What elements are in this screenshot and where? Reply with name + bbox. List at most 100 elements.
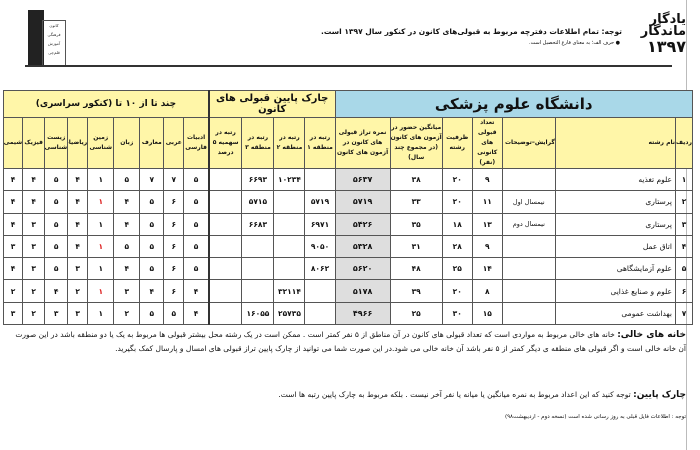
subject-score: ۴ [22,190,46,214]
row-number: ۶ [674,279,694,303]
subject-score: ۵ [139,212,165,236]
row-number: ۱ [674,167,694,192]
subject-score: ۴ [2,190,24,214]
rank-region-1 [304,279,336,303]
admissions-table: دانشگاه علوم پزشکی چارک پایین قبولی های … [2,90,694,326]
capacity: ۳۰ [441,301,473,326]
brand-line: یادگار [649,12,686,27]
column-header: رتبه در منطقه ۲ [273,117,306,169]
note-title: خانه های خالی: [617,330,686,340]
major-name: بهداشت عمومی [554,301,676,326]
subject-score: ۵ [44,257,69,281]
avg-attendance: ۳۸ [389,167,443,192]
kanoon-count: ۹ [471,167,503,192]
score-taraz: ۵۶۲۰ [334,257,391,281]
column-header: رتبه در منطقه ۱ [304,117,336,169]
rank-region-3: ۶۶۸۳ [241,212,275,236]
rank-quota-5 [207,212,243,236]
subject-score: ۵ [163,301,185,326]
column-header: زیست شناسی [44,117,69,169]
subject-score: ۲ [67,279,89,303]
notice-text: توجه: تمام اطلاعات دفترچه مربوط به قبولی… [321,27,622,36]
column-header: زبان [113,117,141,169]
subject-score: ۳ [22,257,46,281]
subject-score: ۷ [139,167,165,192]
column-header: گرایش–توضیحات [501,117,556,169]
subject-score: ۲ [113,301,141,326]
avg-attendance: ۳۳ [389,190,443,214]
subject-score: ۴ [2,212,24,236]
kanoon-count: ۱۵ [471,301,503,326]
score-taraz: ۵۷۱۹ [334,190,391,214]
subject-score: ۲ [2,279,24,303]
subject-score: ۴ [139,279,165,303]
subject-score: ۵ [113,167,141,192]
capacity: ۲۰ [441,167,473,192]
rank-region-2: ۱۰۲۳۴ [273,167,306,192]
rank-quota-5 [207,234,243,259]
university-band: دانشگاه علوم پزشکی [334,90,694,118]
rank-region-3: ۶۶۹۳ [241,167,275,192]
column-header: ظرفیت رشته [441,117,473,169]
column-header: نمره تراز قبولی های کانون در آزمون های ک… [334,117,391,169]
header-divider [25,65,672,67]
subject-score: ۵ [139,257,165,281]
column-header: زمین شناسی [87,117,115,169]
page-header: یادگار ماندگار ۱۳۹۷ توجه: تمام اطلاعات د… [0,0,700,70]
rank-region-2 [273,257,306,281]
column-header: شیمی [2,117,24,169]
subject-score: ۵ [44,234,69,259]
major-note [501,279,556,303]
subject-score: ۵ [183,234,210,259]
table-row: ۴ اتاق عمل ۹ ۲۸ ۳۱ ۵۳۲۸ ۹۰۵۰ ۵ ۶ ۵ ۵ ۱ ۴ ۵ ۳ ۳ [2,234,694,259]
score-taraz: ۵۴۲۶ [334,212,391,236]
avg-attendance: ۲۵ [389,301,443,326]
table-row: ۶ علوم و صنایع غذایی ۸ ۲۰ ۳۹ ۵۱۷۸ ۳۲۱۱۴ ۴ ۶ ۴ ۳ ۱ ۲ ۴… [2,279,694,303]
capacity: ۲۰ [441,190,473,214]
rank-region-2: ۲۵۷۳۵ [273,301,306,326]
empty-cells-note: خانه های خالی: خانه های خالی مربوط به مو… [6,328,686,356]
kanoon-logo: کانون فرهنگی آموزش قلم‌چی [24,6,68,66]
kanoon-count: ۱۴ [471,257,503,281]
column-header: عربی [163,117,185,169]
kanoon-count: ۱۱ [471,190,503,214]
subject-score: ۴ [113,257,141,281]
subject-score: ۵ [139,234,165,259]
subject-score: ۳ [2,301,24,326]
capacity: ۲۵ [441,257,473,281]
column-header: ریاضیات [67,117,89,169]
row-number: ۲ [674,190,694,214]
rank-region-1 [304,301,336,326]
subject-score: ۴ [67,234,89,259]
rank-region-3 [241,234,275,259]
brand-year: ۱۳۹۷ [646,37,686,56]
capacity: ۲۰ [441,279,473,303]
subject-score: ۵ [44,167,69,192]
major-name: اتاق عمل [554,234,676,259]
row-number: ۵ [674,257,694,281]
note-text: خانه های خالی مربوط به مواردی است که تعد… [15,330,686,353]
avg-attendance: ۴۸ [389,257,443,281]
rank-region-1: ۵۷۱۹ [304,190,336,214]
subject-score: ۱ [87,301,115,326]
subject-score: ۳ [44,301,69,326]
kanoon-count: ۸ [471,279,503,303]
major-note [501,167,556,192]
subject-score: ۵ [139,190,165,214]
kanoon-count: ۹ [471,234,503,259]
column-header: نام رشته [554,117,676,169]
rank-region-2: ۳۲۱۱۴ [273,279,306,303]
subject-score: ۵ [44,190,69,214]
logo-text-panel: کانون فرهنگی آموزش قلم‌چی [42,20,66,66]
brand-logo: یادگار ماندگار ۱۳۹۷ [641,12,686,56]
score-taraz: ۴۹۶۶ [334,301,391,326]
score-taraz: ۵۶۳۷ [334,167,391,192]
major-name: پرستاری [554,190,676,214]
subject-score: ۴ [2,167,24,192]
rank-region-2 [273,190,306,214]
major-note: نیمسال اول [501,190,556,214]
rank-region-3: ۵۷۱۵ [241,190,275,214]
column-header: معارف [139,117,165,169]
subject-score: ۵ [113,234,141,259]
subject-score: ۵ [44,212,69,236]
